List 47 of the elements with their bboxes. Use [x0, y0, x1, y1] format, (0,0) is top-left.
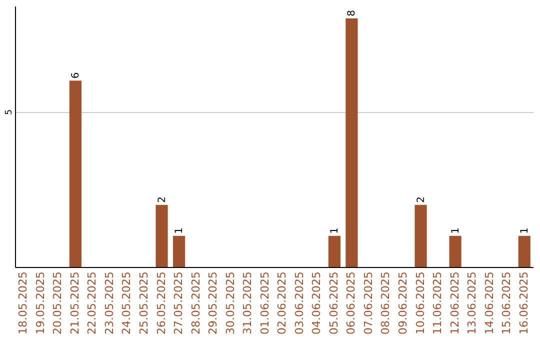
- data-label: 2: [416, 196, 427, 203]
- bar: [518, 236, 530, 267]
- data-label: 1: [329, 228, 340, 234]
- x-tick-label: 28.05.2025: [189, 272, 202, 334]
- x-tick-label: 04.06.2025: [310, 272, 324, 334]
- bar: [156, 204, 168, 267]
- data-label: 1: [450, 228, 462, 234]
- x-tick-label: 18.05.2025: [16, 272, 30, 334]
- x-tick-label: 12.06.2025: [448, 272, 462, 334]
- data-label: 1: [174, 228, 186, 234]
- x-tick-label: 16.06.2025: [517, 272, 530, 334]
- x-tick-label: 23.05.2025: [102, 272, 116, 334]
- x-tick-label: 08.06.2025: [379, 272, 392, 334]
- bar: [328, 236, 340, 267]
- bar: [414, 204, 427, 267]
- bar: [69, 80, 82, 267]
- x-tick-label: 30.05.2025: [224, 272, 237, 334]
- x-tick-label: 06.06.2025: [344, 272, 358, 334]
- x-tick-label: 14.06.2025: [482, 272, 496, 334]
- x-tick-label: 05.06.2025: [327, 272, 340, 334]
- data-label: 8: [346, 10, 358, 16]
- x-tick-label: 22.05.2025: [86, 272, 99, 334]
- data-label: 6: [70, 72, 82, 79]
- bar: [172, 236, 186, 267]
- data-label: 1: [519, 228, 530, 234]
- x-tick-label: 25.05.2025: [138, 272, 150, 334]
- x-tick-label: 19.05.2025: [34, 272, 47, 334]
- x-tick-label: 11.06.2025: [431, 272, 444, 334]
- x-tick-label: 03.06.2025: [292, 272, 306, 334]
- x-tick-label: 15.06.2025: [500, 272, 514, 334]
- x-tick-label: 02.06.2025: [276, 272, 289, 334]
- x-tick-label: 13.06.2025: [466, 272, 479, 334]
- x-tick-label: 20.05.2025: [51, 272, 64, 334]
- x-tick-label: 29.05.2025: [206, 272, 220, 334]
- x-tick-label: 27.05.2025: [172, 272, 186, 334]
- x-tick-label: 01.06.2025: [258, 272, 272, 334]
- x-tick-label: 21.05.2025: [68, 272, 82, 334]
- x-tick-label: 09.06.2025: [396, 272, 410, 334]
- x-tick-label: 07.06.2025: [362, 272, 375, 334]
- bar: [346, 18, 358, 267]
- x-tick-label: 31.05.2025: [241, 272, 254, 334]
- x-tick-label: 10.06.2025: [414, 272, 427, 334]
- x-tick-label: 24.05.2025: [120, 272, 134, 334]
- bar: [449, 236, 462, 267]
- x-tick-label: 26.05.2025: [154, 272, 168, 334]
- data-label: 2: [156, 196, 168, 203]
- y-tick-label: 5: [4, 109, 14, 116]
